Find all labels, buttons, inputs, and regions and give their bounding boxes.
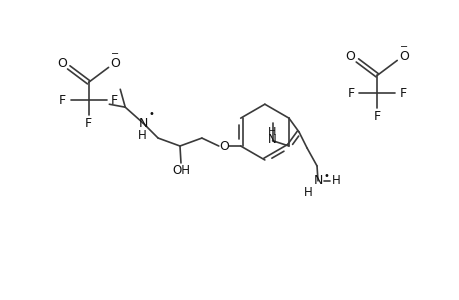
Text: O: O xyxy=(345,50,355,63)
Text: F: F xyxy=(373,110,380,123)
Text: H: H xyxy=(138,129,146,142)
Text: O: O xyxy=(57,57,67,70)
Text: O: O xyxy=(218,140,228,152)
Text: F: F xyxy=(59,94,66,107)
Text: F: F xyxy=(399,87,406,100)
Text: H: H xyxy=(303,186,312,199)
Text: F: F xyxy=(347,87,354,100)
Text: •: • xyxy=(322,171,328,181)
Text: O: O xyxy=(110,57,120,70)
Text: N: N xyxy=(268,133,276,146)
Text: F: F xyxy=(111,94,118,107)
Text: H: H xyxy=(331,174,340,188)
Text: O: O xyxy=(398,50,408,63)
Text: OH: OH xyxy=(172,164,190,177)
Text: H: H xyxy=(267,127,275,137)
Text: F: F xyxy=(85,117,92,130)
Text: •: • xyxy=(148,109,154,119)
Text: N: N xyxy=(138,117,147,130)
Text: −: − xyxy=(111,50,119,59)
Text: −: − xyxy=(399,43,408,52)
Text: N: N xyxy=(313,174,322,188)
